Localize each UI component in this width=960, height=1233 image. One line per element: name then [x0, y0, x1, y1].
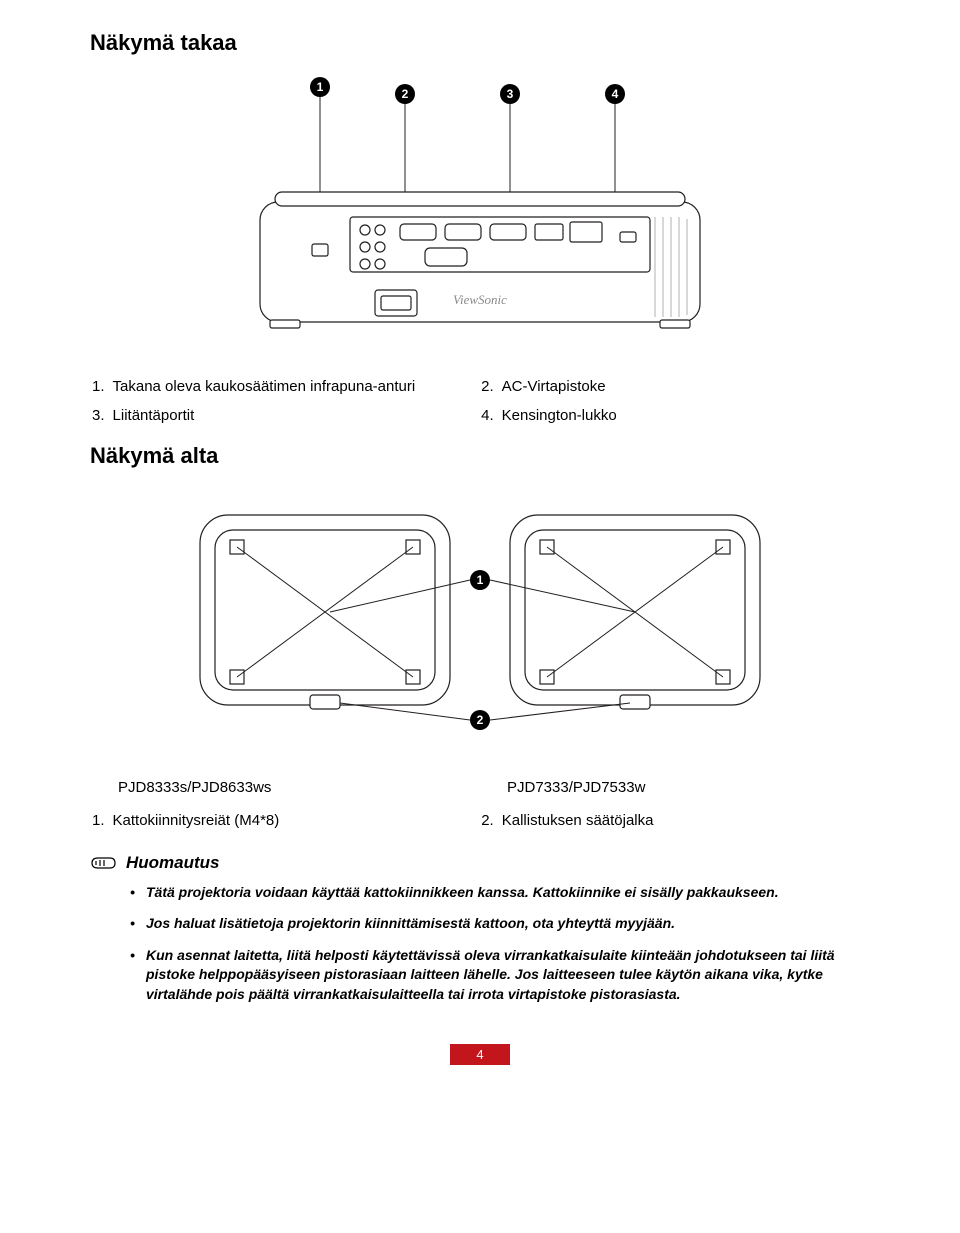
callout-2: 2 [402, 87, 409, 101]
model-labels: PJD8333s/PJD8633ws PJD7333/PJD7533w [90, 775, 870, 800]
section1-title: Näkymä takaa [90, 30, 870, 56]
legend-label: Kattokiinnitysreiät (M4*8) [113, 808, 480, 835]
section2-legend: 1. Kattokiinnitysreiät (M4*8) 2. Kallist… [90, 806, 870, 837]
page-number: 4 [450, 1044, 509, 1065]
note-list: Tätä projektoria voidaan käyttää kattoki… [90, 883, 870, 1005]
hand-pointer-icon [90, 854, 116, 872]
legend-num: 1. [92, 374, 111, 401]
note-title: Huomautus [126, 853, 220, 873]
note-section: Huomautus Tätä projektoria voidaan käytt… [90, 853, 870, 1005]
brand-text: ViewSonic [453, 292, 507, 307]
page-footer: 4 [90, 1044, 870, 1065]
legend-label: Takana oleva kaukosäätimen infrapuna-ant… [113, 374, 480, 401]
model-left: PJD8333s/PJD8633ws [92, 777, 479, 798]
note-item: Kun asennat laitetta, liitä helposti käy… [130, 946, 870, 1005]
callout-1: 1 [317, 80, 324, 94]
callout-4: 4 [612, 87, 619, 101]
note-item: Tätä projektoria voidaan käyttää kattoki… [130, 883, 870, 903]
legend-label: AC-Virtapistoke [502, 374, 868, 401]
legend-label: Kensington-lukko [502, 403, 868, 430]
rear-view-diagram: 1 2 3 4 [90, 72, 870, 342]
bottom-view-diagram: 1 2 [90, 485, 870, 745]
callout-3: 3 [507, 87, 514, 101]
note-item: Jos haluat lisätietoja projektorin kiinn… [130, 914, 870, 934]
model-right: PJD7333/PJD7533w [481, 777, 868, 798]
section2-title: Näkymä alta [90, 443, 870, 469]
legend-label: Kallistuksen säätöjalka [502, 808, 868, 835]
legend-num: 3. [92, 403, 111, 430]
legend-num: 1. [92, 808, 111, 835]
legend-num: 2. [481, 808, 500, 835]
legend-num: 4. [481, 403, 500, 430]
legend-label: Liitäntäportit [113, 403, 480, 430]
callout-b1: 1 [477, 573, 484, 587]
section1-legend: 1. Takana oleva kaukosäätimen infrapuna-… [90, 372, 870, 431]
legend-num: 2. [481, 374, 500, 401]
callout-b2: 2 [477, 713, 484, 727]
